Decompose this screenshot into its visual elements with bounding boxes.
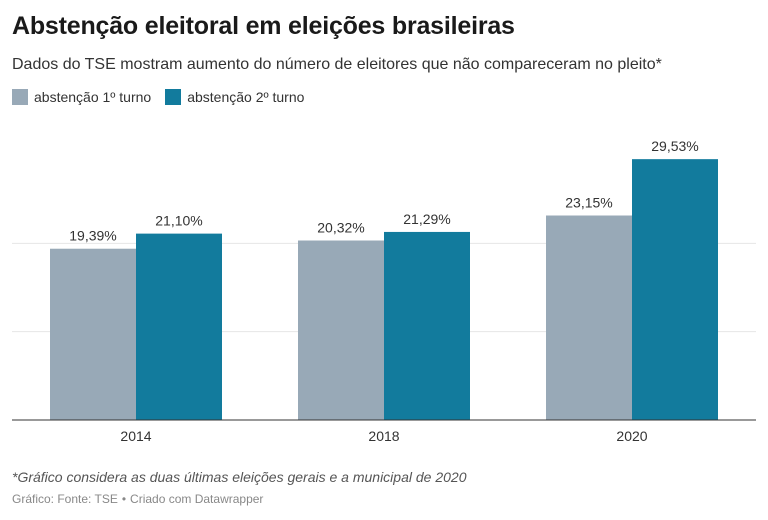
source-text: Gráfico: Fonte: TSE bbox=[12, 492, 118, 506]
bar-2018-series-2 bbox=[384, 231, 470, 420]
chart-subtitle: Dados do TSE mostram aumento do número d… bbox=[12, 56, 662, 73]
legend: abstenção 1º turno abstenção 2º turno bbox=[12, 89, 318, 105]
data-label-2018-series-1: 20,32% bbox=[317, 220, 364, 236]
source-line: Gráfico: Fonte: TSE • Criado com Datawrapp… bbox=[12, 492, 263, 506]
legend-item-series-1: abstenção 1º turno bbox=[12, 89, 151, 105]
bar-chart: 19,39% 21,10% 2014 20,32% 21,29% 2018 23,15% 29… bbox=[12, 138, 756, 444]
data-label-2020-series-2: 29,53% bbox=[651, 138, 698, 154]
bar-2018-series-1 bbox=[298, 240, 384, 420]
x-tick-label-2018: 2018 bbox=[368, 428, 399, 444]
legend-swatch-series-2 bbox=[165, 89, 182, 105]
legend-item-series-2: abstenção 2º turno bbox=[165, 89, 304, 105]
legend-label-series-1: abstenção 1º turno bbox=[34, 89, 152, 105]
data-label-2014-series-1: 19,39% bbox=[69, 228, 116, 244]
legend-label-series-2: abstenção 2º turno bbox=[187, 89, 305, 105]
footnote: *Gráfico considera as duas últimas eleiç… bbox=[12, 469, 467, 485]
data-label-2014-series-2: 21,10% bbox=[155, 213, 202, 229]
bar-2020-series-2 bbox=[632, 159, 718, 420]
chart-title: Abstenção eleitoral em eleições brasilei… bbox=[12, 12, 515, 40]
data-label-2020-series-1: 23,15% bbox=[565, 195, 612, 211]
x-tick-label-2014: 2014 bbox=[120, 428, 151, 444]
bar-2020-series-1 bbox=[546, 215, 632, 420]
x-tick-label-2020: 2020 bbox=[616, 428, 647, 444]
source-separator: • bbox=[121, 492, 127, 506]
bar-2014-series-1 bbox=[50, 248, 136, 420]
bar-2014-series-2 bbox=[136, 233, 222, 420]
data-label-2018-series-2: 21,29% bbox=[403, 211, 450, 227]
credit-text: Criado com Datawrapper bbox=[130, 492, 264, 506]
legend-swatch-series-1 bbox=[12, 89, 28, 105]
